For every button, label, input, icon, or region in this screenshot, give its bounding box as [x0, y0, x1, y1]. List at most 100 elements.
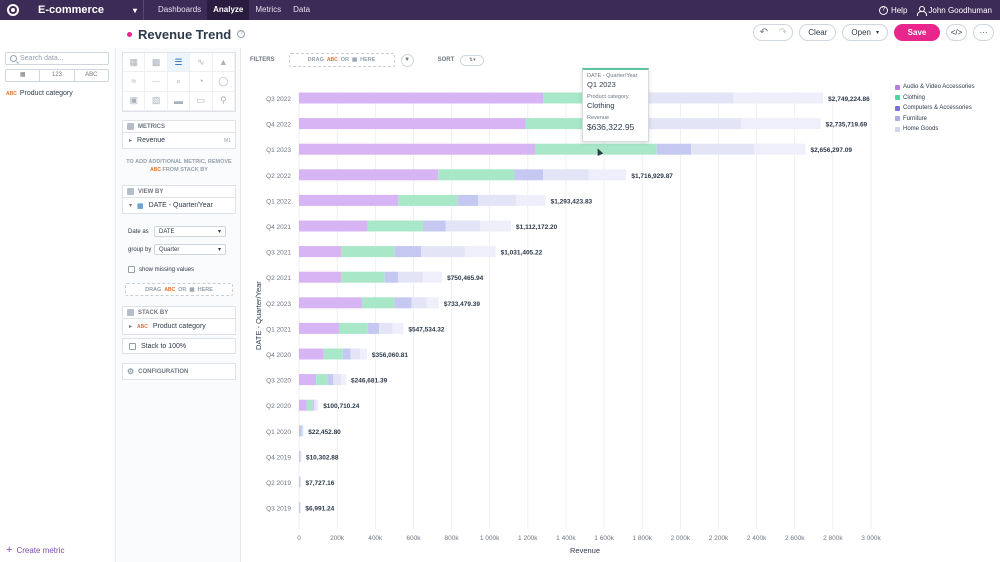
drop-here: HERE: [197, 286, 213, 293]
more-button[interactable]: ···: [973, 24, 994, 41]
bar-segment: [299, 476, 300, 488]
pie-viz-icon[interactable]: ◔: [190, 72, 213, 92]
type-filter-all[interactable]: ▦: [6, 70, 41, 81]
y-tick-label: Q4 2021: [266, 224, 291, 231]
bar-segment: [299, 502, 301, 514]
x-tick-label: 800k: [444, 535, 459, 542]
view-by-section-header: VIEW BY: [122, 185, 236, 198]
view-by-item-date[interactable]: ▾ ▦ DATE - Quarter/Year: [122, 198, 236, 214]
scatter-viz-icon[interactable]: ⋯: [145, 72, 168, 92]
stack-by-icon: [127, 309, 134, 316]
legend-label: Audio & Video Accessories: [903, 84, 975, 91]
bar-segment: [525, 118, 593, 130]
create-metric-button[interactable]: + Create metric: [6, 544, 64, 556]
legend-item[interactable]: Furniture: [895, 114, 975, 125]
area-viz-icon[interactable]: ▲: [212, 53, 235, 73]
view-by-drop-zone[interactable]: DRAG ABC OR ▦ HERE: [125, 283, 233, 296]
legend-item[interactable]: Clothing: [895, 93, 975, 104]
configuration-section-header[interactable]: ⚙ CONFIGURATION: [122, 363, 236, 380]
metric-item-revenue[interactable]: ▸ Revenue M1: [122, 133, 236, 149]
bar-viz-icon[interactable]: ☰: [167, 53, 191, 73]
sort-label: SORT: [437, 57, 455, 63]
filter-bar: FILTERS DRAG ABC OR ▦ HERE ▼ SORT ⇅▾: [242, 48, 1000, 72]
embed-code-button[interactable]: </>: [946, 24, 967, 41]
tooltip-revenue-key: Revenue: [587, 115, 610, 121]
view-by-label: DATE - Quarter/Year: [148, 202, 213, 209]
bar-segment: [392, 322, 404, 334]
nav-data[interactable]: Data: [293, 5, 311, 14]
legend-item[interactable]: Computers & Accessories: [895, 103, 975, 114]
date-as-select[interactable]: DATE ▾: [154, 226, 226, 237]
line-viz-icon[interactable]: ∿: [190, 53, 213, 73]
sort-button[interactable]: ⇅▾: [460, 54, 485, 66]
bar-total-label: $1,716,929.87: [631, 173, 673, 180]
info-icon[interactable]: ?: [237, 30, 246, 38]
treemap-viz-icon[interactable]: ▣: [123, 91, 146, 111]
bar-segment: [426, 297, 439, 309]
filter-drop-zone[interactable]: DRAG ABC OR ▦ HERE: [288, 53, 395, 67]
geo-viz-icon[interactable]: ⚲: [212, 91, 235, 111]
bar-segment: [340, 246, 395, 258]
user-menu[interactable]: John Goodhuman: [917, 5, 992, 16]
group-by-select[interactable]: Quarter ▾: [154, 244, 226, 255]
y-tick-label: Q2 2020: [266, 403, 291, 410]
combo-viz-icon[interactable]: ≈: [123, 72, 146, 92]
x-tick-label: 0: [297, 535, 301, 542]
type-filter-text[interactable]: ABC: [85, 72, 98, 78]
x-tick-label: 1 800k: [632, 535, 652, 542]
table-viz-icon[interactable]: ▦: [123, 53, 146, 73]
bar-segment: [299, 450, 301, 462]
bar-segment: [300, 502, 301, 514]
redo-icon[interactable]: ↷: [778, 27, 787, 38]
bar-segment: [445, 220, 481, 232]
bar-segment: [301, 425, 303, 437]
nav-dashboards[interactable]: Dashboards: [158, 5, 202, 14]
bar-segment: [367, 322, 380, 334]
stack-to-100-checkbox[interactable]: [129, 342, 136, 350]
open-button[interactable]: Open ▾: [842, 24, 888, 41]
bar-segment: [299, 450, 300, 462]
legend-label: Clothing: [903, 94, 926, 101]
save-button[interactable]: Save: [894, 24, 940, 41]
type-filter-numeric[interactable]: 123: [40, 70, 75, 81]
catalog-item-product-category[interactable]: ABC Product category: [6, 90, 115, 97]
show-missing-row: show missing values: [128, 266, 194, 273]
headline-viz-icon[interactable]: ▭: [190, 91, 213, 111]
bar-total-label: $356,060.81: [372, 352, 409, 359]
legend-item[interactable]: Home Goods: [895, 124, 975, 135]
show-missing-checkbox[interactable]: [128, 266, 135, 273]
page-title[interactable]: Revenue Trend: [138, 26, 232, 42]
help-link[interactable]: ? Help: [878, 5, 907, 15]
nav-metrics[interactable]: Metrics: [255, 5, 282, 14]
filter-drop-or: OR: [340, 57, 349, 63]
bar-total-label: $6,991.24: [305, 506, 334, 513]
revenue-bar-chart: 0 200k 400k 600k 800k 1 000k 1 200k 1 400k 1 600…: [242, 72, 1000, 562]
drop-drag: DRAG: [145, 286, 162, 293]
stack-by-label: Product category: [152, 323, 206, 330]
legend-label: Furniture: [903, 115, 928, 122]
x-tick-label: 1 600k: [594, 535, 614, 542]
app-logo-icon[interactable]: [0, 0, 26, 20]
undo-icon[interactable]: ↶: [759, 27, 768, 38]
stack-by-item-product-category[interactable]: ▸ ABC Product category: [122, 319, 236, 335]
clear-button[interactable]: Clear: [799, 24, 837, 41]
nav-analyze[interactable]: Analyze: [207, 0, 250, 20]
filter-icon[interactable]: ▼: [400, 53, 414, 67]
bar-segment: [327, 374, 334, 386]
legend-item[interactable]: Audio & Video Accessories: [895, 82, 975, 93]
search-input[interactable]: Search data...: [5, 52, 109, 65]
column-viz-icon[interactable]: ▩: [145, 53, 168, 73]
bar-segment: [299, 322, 340, 334]
donut-viz-icon[interactable]: ◯: [212, 72, 235, 92]
bubble-viz-icon[interactable]: ∘: [167, 72, 191, 92]
bar-segment: [514, 169, 544, 181]
title-actions: ↶ ↷ Clear Open ▾ Save </> ···: [753, 24, 994, 41]
chevron-down-icon: ▾: [217, 229, 221, 235]
bullet-viz-icon[interactable]: ▬: [167, 91, 191, 111]
y-tick-label: Q1 2023: [266, 147, 291, 154]
y-tick-label: Q3 2020: [266, 378, 291, 385]
bar-segment: [299, 246, 341, 258]
workspace-switcher[interactable]: E-commerce ▾: [26, 0, 144, 20]
heatmap-viz-icon[interactable]: ▧: [145, 91, 168, 111]
date-as-label: Date as: [128, 228, 149, 235]
